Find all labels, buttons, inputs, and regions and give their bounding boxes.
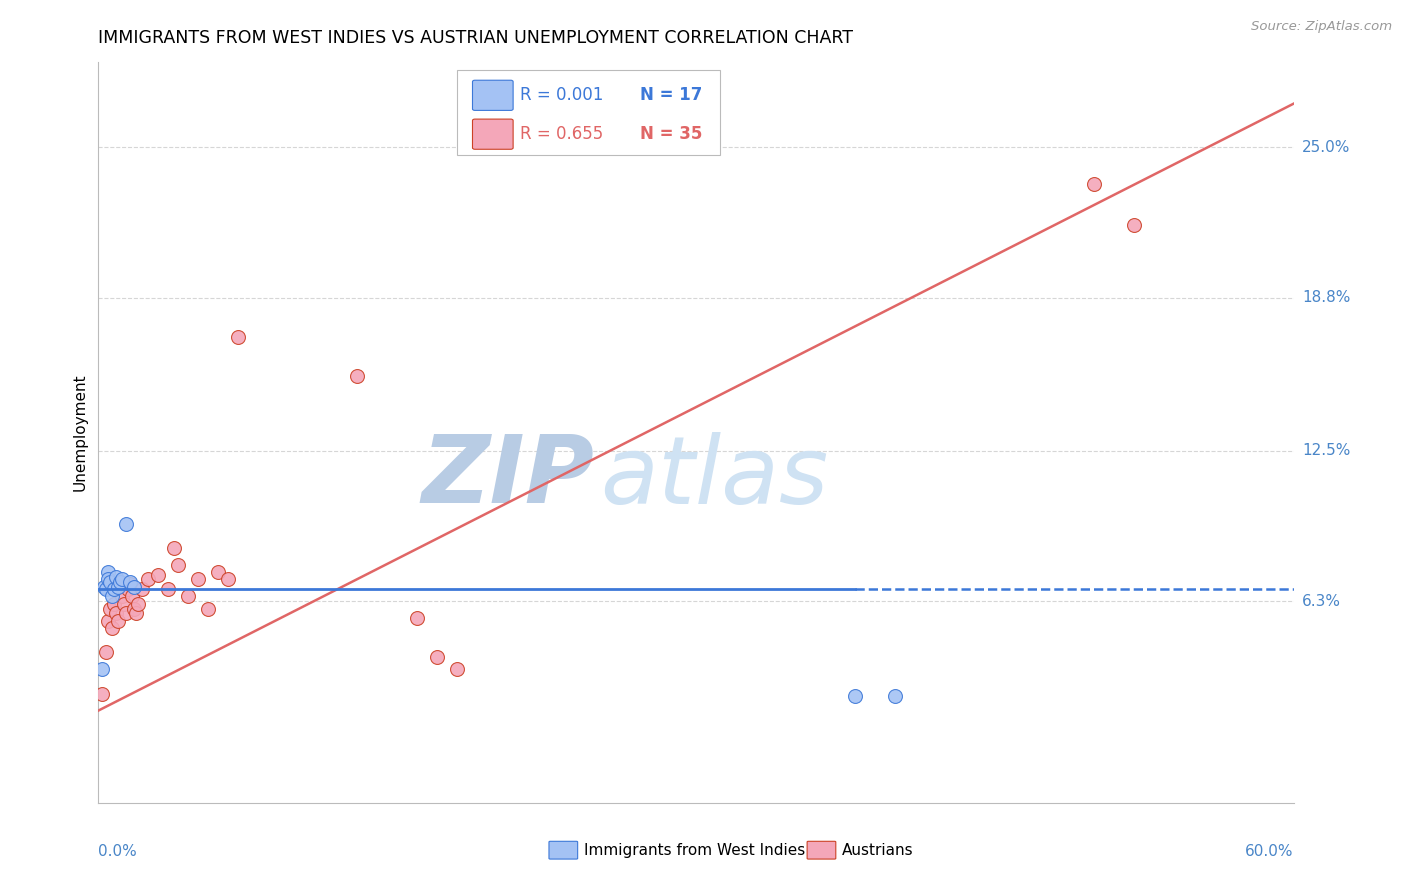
Text: R = 0.001: R = 0.001 xyxy=(520,87,603,104)
Point xyxy=(426,650,449,665)
Text: Austrians: Austrians xyxy=(842,843,914,858)
Point xyxy=(105,607,128,621)
Point xyxy=(226,330,249,344)
Point xyxy=(115,607,138,621)
Text: 60.0%: 60.0% xyxy=(1246,844,1294,858)
Text: 18.8%: 18.8% xyxy=(1302,291,1350,305)
Point xyxy=(107,580,129,594)
Point xyxy=(346,368,368,383)
Point xyxy=(406,611,429,625)
Point xyxy=(121,590,143,604)
Point xyxy=(187,573,209,587)
Point xyxy=(107,614,129,628)
Point xyxy=(98,574,122,589)
Point xyxy=(111,590,134,604)
Point xyxy=(103,582,125,597)
FancyBboxPatch shape xyxy=(548,841,578,859)
Point xyxy=(97,573,120,587)
FancyBboxPatch shape xyxy=(472,120,513,149)
Point xyxy=(120,577,142,591)
Point xyxy=(167,558,190,572)
Point xyxy=(91,687,114,701)
Point xyxy=(1083,177,1105,191)
Y-axis label: Unemployment: Unemployment xyxy=(72,374,87,491)
Point xyxy=(98,601,122,615)
Point xyxy=(446,662,468,676)
Point xyxy=(111,573,134,587)
Text: 25.0%: 25.0% xyxy=(1302,140,1350,155)
FancyBboxPatch shape xyxy=(457,70,720,155)
Point xyxy=(112,597,135,611)
Point xyxy=(163,541,186,555)
Point xyxy=(91,662,114,676)
Text: IMMIGRANTS FROM WEST INDIES VS AUSTRIAN UNEMPLOYMENT CORRELATION CHART: IMMIGRANTS FROM WEST INDIES VS AUSTRIAN … xyxy=(98,29,853,47)
Point xyxy=(93,580,115,594)
Text: ZIP: ZIP xyxy=(422,431,595,523)
Point xyxy=(136,573,159,587)
Point xyxy=(157,582,180,597)
Point xyxy=(217,573,239,587)
FancyBboxPatch shape xyxy=(807,841,835,859)
Text: Source: ZipAtlas.com: Source: ZipAtlas.com xyxy=(1251,20,1392,33)
Point xyxy=(97,565,120,579)
Text: 0.0%: 0.0% xyxy=(98,844,138,858)
Text: 6.3%: 6.3% xyxy=(1302,594,1341,609)
Point xyxy=(125,607,148,621)
Point xyxy=(844,689,866,703)
FancyBboxPatch shape xyxy=(472,80,513,111)
Text: Immigrants from West Indies: Immigrants from West Indies xyxy=(583,843,804,858)
Point xyxy=(124,601,146,615)
Point xyxy=(96,582,118,597)
Point xyxy=(115,516,138,531)
Point xyxy=(124,580,146,594)
Point xyxy=(103,597,125,611)
Text: N = 35: N = 35 xyxy=(640,125,702,144)
Text: R = 0.655: R = 0.655 xyxy=(520,125,603,144)
Point xyxy=(131,582,153,597)
Point xyxy=(207,565,229,579)
Point xyxy=(117,582,139,597)
Point xyxy=(197,601,219,615)
Point xyxy=(110,574,132,589)
Text: atlas: atlas xyxy=(600,432,828,523)
Point xyxy=(148,567,170,582)
Text: N = 17: N = 17 xyxy=(640,87,702,104)
Point xyxy=(120,574,142,589)
Point xyxy=(101,590,124,604)
Point xyxy=(127,597,149,611)
Point xyxy=(1123,218,1146,232)
Point xyxy=(177,590,200,604)
Point xyxy=(96,645,118,659)
Point xyxy=(884,689,907,703)
Text: 12.5%: 12.5% xyxy=(1302,443,1350,458)
Point xyxy=(97,614,120,628)
Point xyxy=(105,570,128,584)
Point xyxy=(101,621,124,635)
